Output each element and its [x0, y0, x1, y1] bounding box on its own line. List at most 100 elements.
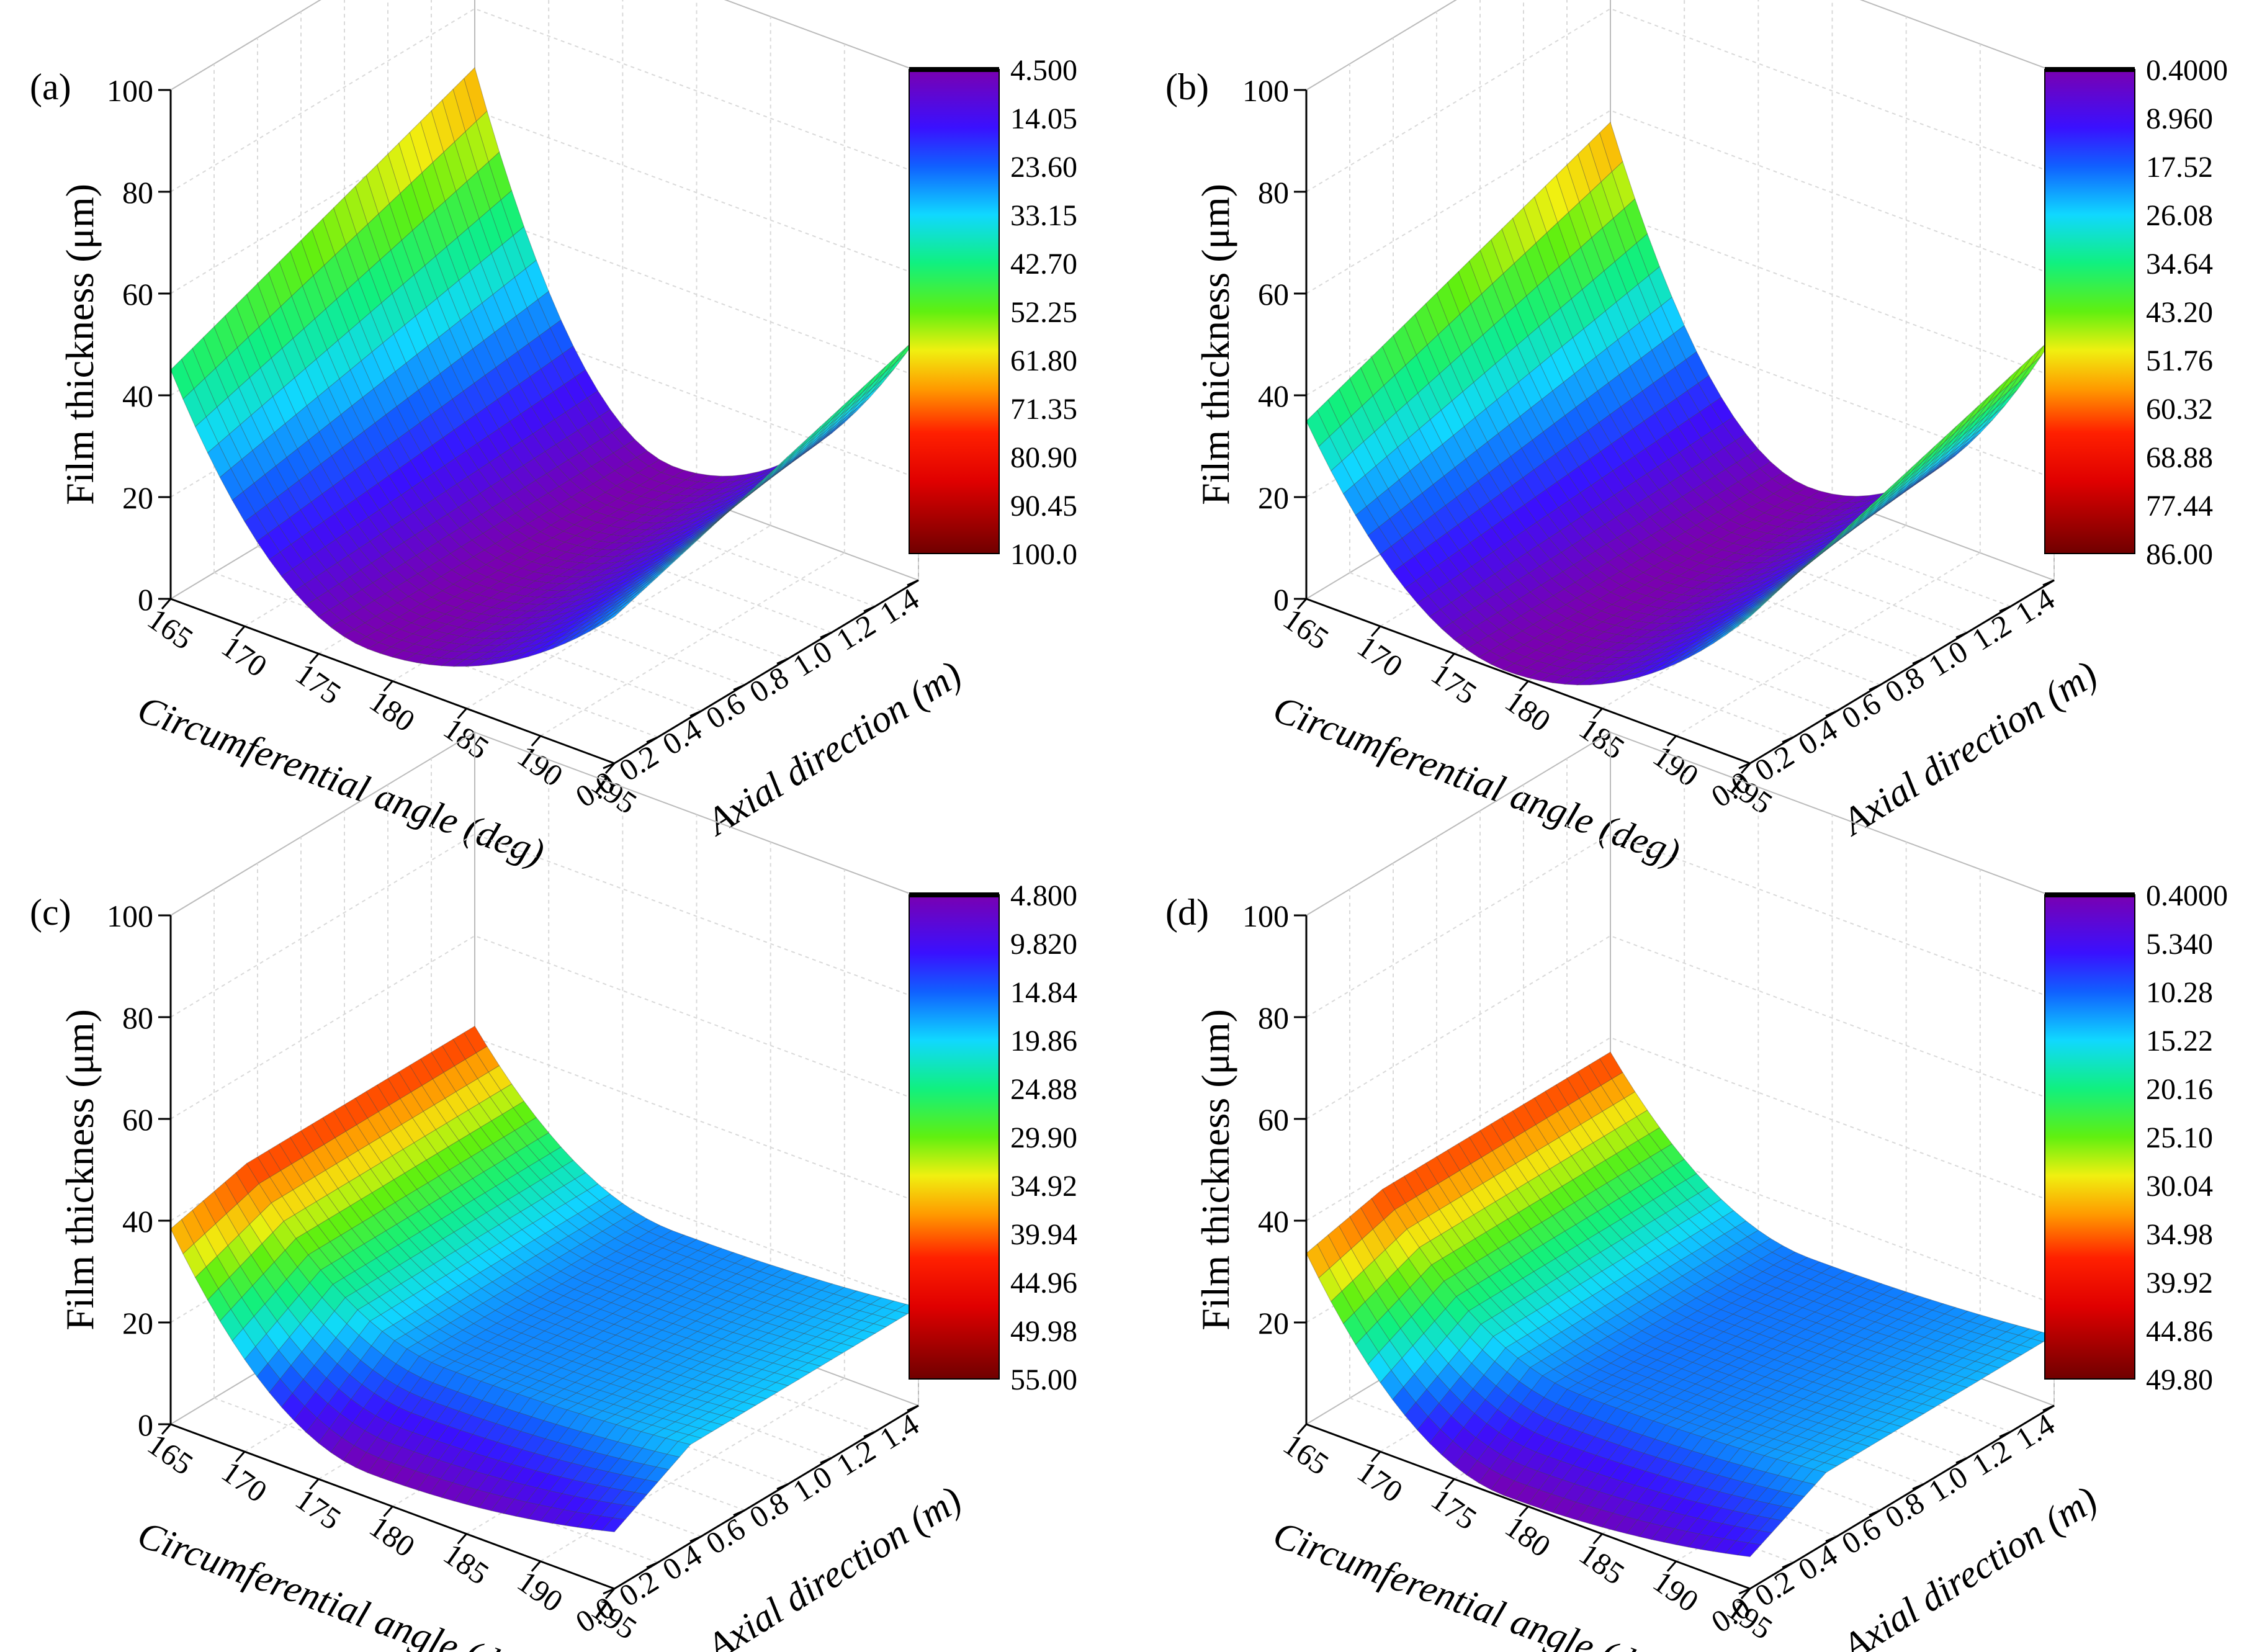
x-tick-label: 175 — [1425, 1481, 1483, 1537]
y-axis-line — [614, 1404, 919, 1590]
surface-cell — [1856, 1436, 1882, 1447]
surface-cell — [1867, 1429, 1892, 1440]
colorbar-tick-label: 9.820 — [1010, 928, 1077, 961]
y-tick — [820, 1457, 832, 1464]
y-tick-label: 0.6 — [1836, 686, 1887, 736]
surface-cell — [1889, 466, 1913, 492]
y-tick — [863, 1430, 876, 1438]
surface-cell — [1998, 366, 2022, 395]
y-axis-line — [1749, 1404, 2055, 1590]
y-tick-label: 0.4 — [1792, 712, 1844, 762]
surface-cell — [1954, 406, 1978, 433]
colorbar: 4.500 14.05 23.60 33.15 42.70 52.25 61.80 71.35… — [909, 54, 1077, 571]
x-tick-label: 180 — [363, 1509, 421, 1564]
surface-cell — [1888, 1416, 1914, 1427]
x-tick — [235, 626, 246, 637]
z-tick-label: 60 — [122, 277, 153, 312]
y-tick — [820, 631, 832, 639]
y-tick-label: 1.0 — [787, 634, 838, 684]
z-gridline — [170, 833, 919, 1018]
z-axis-label: Film thickness (μm) — [1193, 184, 1237, 505]
surface-cell — [753, 1388, 778, 1399]
surface-cell — [677, 1434, 702, 1445]
surface-cell — [1759, 586, 1783, 608]
x-tick — [1371, 626, 1381, 637]
colorbar-tick-label: 24.88 — [1010, 1073, 1077, 1106]
surface-cell — [1791, 1481, 1816, 1497]
surface-cell — [1932, 1390, 1957, 1401]
x-tick-label: 170 — [215, 1454, 274, 1509]
y-axis-label: Axial direction (m) — [1833, 1478, 2105, 1652]
surface-cell — [1965, 396, 1990, 424]
x-tick-label: 190 — [1647, 1563, 1705, 1618]
x-axis-label: Circumferential angle (deg) — [1268, 1514, 1685, 1652]
z-tick-label: 40 — [1258, 1204, 1289, 1239]
colorbar-tick-label: 34.64 — [2146, 248, 2213, 281]
y-tick — [689, 710, 702, 717]
z-tick-label: 60 — [1258, 277, 1289, 312]
colorbar-tick-label: 15.22 — [2146, 1025, 2213, 1057]
surface-cell — [1802, 546, 1826, 569]
y-tick — [1738, 762, 1751, 770]
z-tick-label: 80 — [1258, 175, 1289, 210]
z-gridline — [1306, 109, 2055, 294]
z-tick-label: 0 — [138, 582, 153, 617]
surface-cell — [873, 356, 897, 383]
y-axis-line — [1749, 579, 2055, 765]
colorbar-tick-label: 33.15 — [1010, 199, 1077, 232]
film-surface — [1306, 1051, 2055, 1558]
y-tick-label: 0.4 — [657, 1537, 708, 1587]
y-tick — [907, 1404, 919, 1412]
surface-cell — [808, 416, 832, 441]
y-tick — [907, 579, 919, 586]
y-tick-label: 1.4 — [2009, 1406, 2061, 1457]
colorbar-tick-label: 55.00 — [1010, 1363, 1077, 1396]
colorbar-tick-label: 34.92 — [1010, 1170, 1077, 1203]
z-tick-label: 40 — [122, 379, 153, 413]
x-tick-label: 165 — [1277, 1427, 1335, 1482]
y-tick — [646, 736, 658, 743]
colorbar-tick-label: 51.76 — [2146, 344, 2213, 377]
y-tick — [1738, 1587, 1751, 1595]
x-tick-label: 180 — [1499, 683, 1557, 738]
z-tick-label: 80 — [122, 175, 153, 210]
z-axis-label: Film thickness (μm) — [1193, 1009, 1237, 1331]
x-tick — [1445, 1478, 1455, 1490]
surface-cell — [1813, 1462, 1838, 1473]
z-axis-label: Film thickness (μm) — [58, 184, 102, 505]
surface-cell — [840, 1336, 865, 1347]
z-tick-label: 100 — [107, 73, 153, 108]
colorbar-top-band — [2045, 67, 2135, 72]
x-tick — [161, 598, 172, 609]
colorbar-tick-label: 77.44 — [2146, 490, 2213, 523]
surface-cell — [851, 375, 876, 402]
x-tick — [1296, 598, 1308, 609]
surface-cell — [1813, 536, 1838, 559]
surface-cell — [840, 385, 864, 412]
colorbar-tick-label: 10.28 — [2146, 976, 2213, 1009]
y-tick-label: 0.6 — [700, 686, 752, 736]
y-tick — [1825, 1535, 1838, 1543]
surface-cell — [1867, 486, 1892, 511]
z-tick-label: 20 — [122, 480, 153, 515]
colorbar-tick-label: 60.32 — [2146, 393, 2213, 426]
z-gridline — [1306, 313, 2055, 498]
y-tick — [1999, 1430, 2011, 1438]
surface-cell — [1846, 506, 1870, 530]
surface-cell — [861, 1323, 887, 1334]
x-tick-label: 175 — [289, 1481, 348, 1537]
y-tick — [2042, 1404, 2055, 1412]
x-tick — [1666, 1560, 1677, 1572]
z-tick-label: 40 — [122, 1204, 153, 1239]
x-tick — [531, 735, 541, 747]
surface-cell — [743, 476, 767, 499]
y-tick-label: 1.2 — [830, 1432, 882, 1483]
colorbar-tick-label: 86.00 — [2146, 538, 2213, 571]
colorbar-tick-label: 14.84 — [1010, 976, 1077, 1009]
z-tick-label: 40 — [1258, 379, 1289, 413]
film-surface — [1306, 121, 2055, 686]
surface-cell — [720, 1408, 746, 1419]
